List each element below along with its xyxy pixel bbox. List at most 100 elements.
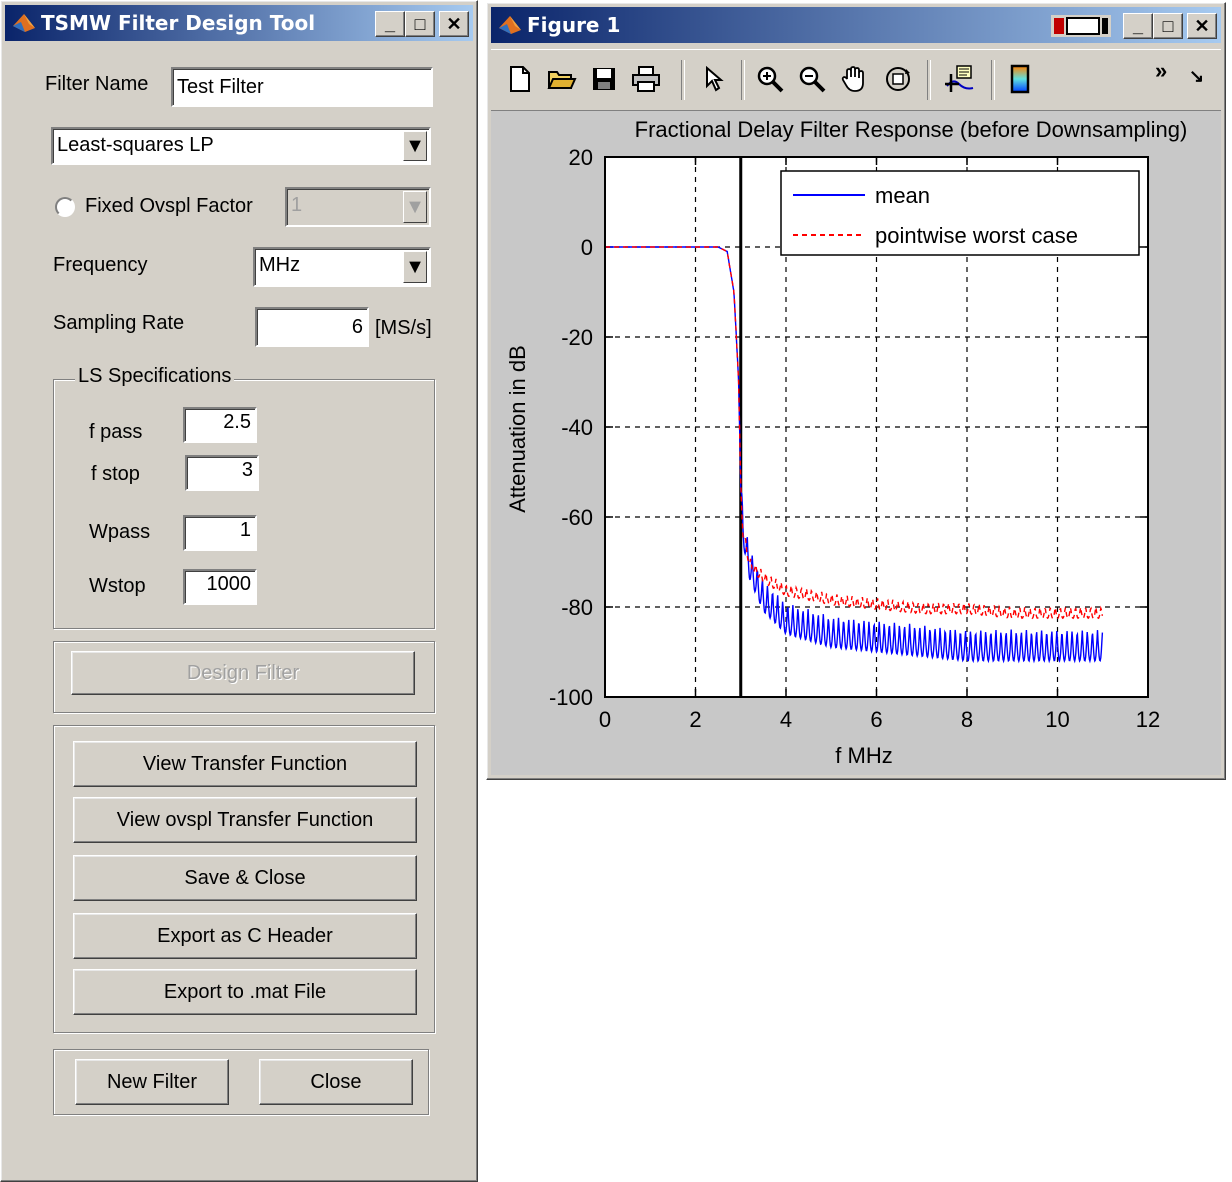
ls-specifications-title: LS Specifications <box>75 365 235 388</box>
series-line-worst-case <box>605 246 1104 620</box>
export-mat-file-button[interactable]: Export to .mat File <box>73 969 417 1015</box>
pointer-icon[interactable] <box>697 62 731 96</box>
save-icon[interactable] <box>587 62 621 96</box>
y-tick-label: -20 <box>561 325 593 350</box>
figure-title-bar[interactable]: Figure 1 _ □ ✕ <box>491 7 1221 43</box>
axes-box <box>604 156 1149 698</box>
sampling-rate-input[interactable]: 6 <box>255 307 369 347</box>
figure-toolbar: » ↘ <box>491 49 1221 111</box>
close-button[interactable]: Close <box>259 1059 413 1105</box>
wstop-label: Wstop <box>89 575 146 597</box>
close-window-button[interactable]: ✕ <box>439 11 469 37</box>
window-title: TSMW Filter Design Tool <box>41 11 316 35</box>
close-icon: ✕ <box>1194 15 1210 36</box>
ovspl-factor-value: 1 <box>291 194 303 216</box>
figure-window: Figure 1 _ □ ✕ <box>486 2 1226 780</box>
dock-icon[interactable] <box>1051 15 1111 37</box>
colorbar-icon[interactable] <box>1003 62 1037 96</box>
fixed-ovspl-label: Fixed Ovspl Factor <box>85 195 253 217</box>
minimize-icon: _ <box>384 13 395 34</box>
matlab-logo-icon <box>13 14 35 32</box>
toolbar-overflow-icon[interactable]: » <box>1155 58 1168 83</box>
print-icon[interactable] <box>629 62 663 96</box>
actions-group <box>53 725 435 1033</box>
close-icon: ✕ <box>446 13 462 34</box>
filter-type-value: Least-squares LP <box>57 134 214 156</box>
rotate-3d-icon[interactable] <box>881 62 915 96</box>
wpass-label: Wpass <box>89 521 151 543</box>
figure-canvas: Fractional Delay Filter Response (before… <box>491 111 1221 775</box>
chart-title: Fractional Delay Filter Response (before… <box>635 117 1188 142</box>
toolbar-dock-arrow-icon[interactable]: ↘ <box>1189 66 1205 86</box>
frequency-unit-value: MHz <box>259 254 301 276</box>
attenuation-chart: Fractional Delay Filter Response (before… <box>505 117 1188 768</box>
x-tick-label: 0 <box>599 707 611 732</box>
fixed-ovspl-radio[interactable] <box>55 197 75 217</box>
legend-entry: mean <box>875 183 930 208</box>
maximize-icon: □ <box>1162 15 1174 36</box>
y-axis-label: Attenuation in dB <box>505 345 530 513</box>
view-transfer-function-button[interactable]: View Transfer Function <box>73 741 417 787</box>
y-tick-label: -80 <box>561 595 593 620</box>
toolbar-separator <box>741 60 745 100</box>
export-c-header-button[interactable]: Export as C Header <box>73 913 417 959</box>
maximize-icon: □ <box>414 13 426 34</box>
fpass-label: f pass <box>89 421 143 443</box>
pan-hand-icon[interactable] <box>837 62 871 96</box>
open-folder-icon[interactable] <box>545 62 579 96</box>
x-tick-label: 10 <box>1045 707 1069 732</box>
zoom-in-icon[interactable] <box>753 62 787 96</box>
zoom-out-icon[interactable] <box>795 62 829 96</box>
filter-type-select[interactable]: Least-squares LP ▼ <box>51 127 431 165</box>
y-tick-label: -40 <box>561 415 593 440</box>
wpass-input[interactable]: 1 <box>183 515 257 551</box>
title-bar[interactable]: TSMW Filter Design Tool _ □ ✕ <box>5 5 473 41</box>
bottom-group <box>53 1049 429 1115</box>
maximize-button[interactable]: □ <box>405 11 435 37</box>
x-tick-label: 12 <box>1136 707 1160 732</box>
matlab-logo-icon <box>499 16 521 34</box>
chevron-down-icon[interactable]: ▼ <box>403 131 427 161</box>
minimize-button[interactable]: _ <box>1123 13 1153 39</box>
sampling-rate-unit: [MS/s] <box>375 317 432 339</box>
fstop-input[interactable]: 3 <box>185 455 259 491</box>
minimize-icon: _ <box>1132 15 1143 36</box>
frequency-label: Frequency <box>53 254 148 276</box>
design-group <box>53 641 435 713</box>
filter-design-window: TSMW Filter Design Tool _ □ ✕ Filter Nam… <box>0 0 478 1182</box>
data-cursor-icon[interactable] <box>943 62 977 96</box>
filter-name-input[interactable]: Test Filter <box>171 67 433 107</box>
new-filter-button[interactable]: New Filter <box>75 1059 229 1105</box>
x-tick-label: 8 <box>961 707 973 732</box>
wstop-input[interactable]: 1000 <box>183 569 257 605</box>
maximize-button[interactable]: □ <box>1153 13 1183 39</box>
chevron-down-icon[interactable]: ▼ <box>403 251 427 283</box>
y-tick-label: 20 <box>569 145 593 170</box>
fpass-input[interactable]: 2.5 <box>183 407 257 443</box>
toolbar-separator <box>927 60 931 100</box>
x-tick-label: 2 <box>689 707 701 732</box>
filter-name-label: Filter Name <box>45 73 149 95</box>
minimize-button[interactable]: _ <box>375 11 405 37</box>
chevron-down-icon[interactable]: ▼ <box>403 191 427 223</box>
fstop-label: f stop <box>91 463 140 485</box>
save-close-button[interactable]: Save & Close <box>73 855 417 901</box>
y-tick-label: -60 <box>561 505 593 530</box>
x-axis-label: f MHz <box>835 743 892 768</box>
legend-entry: pointwise worst case <box>875 223 1078 248</box>
ls-specifications-group <box>53 379 435 629</box>
new-file-icon[interactable] <box>503 62 537 96</box>
sampling-rate-label: Sampling Rate <box>53 312 185 334</box>
y-tick-label: -100 <box>549 685 593 710</box>
toolbar-separator <box>991 60 995 100</box>
x-tick-label: 4 <box>780 707 792 732</box>
y-tick-label: 0 <box>581 235 593 260</box>
legend-box <box>780 170 1140 256</box>
figure-title: Figure 1 <box>527 13 621 37</box>
ovspl-factor-select[interactable]: 1 ▼ <box>285 187 431 227</box>
close-window-button[interactable]: ✕ <box>1187 13 1217 39</box>
x-tick-label: 6 <box>870 707 882 732</box>
design-filter-button[interactable]: Design Filter <box>71 651 415 695</box>
frequency-unit-select[interactable]: MHz ▼ <box>253 247 431 287</box>
view-ovspl-transfer-function-button[interactable]: View ovspl Transfer Function <box>73 797 417 843</box>
